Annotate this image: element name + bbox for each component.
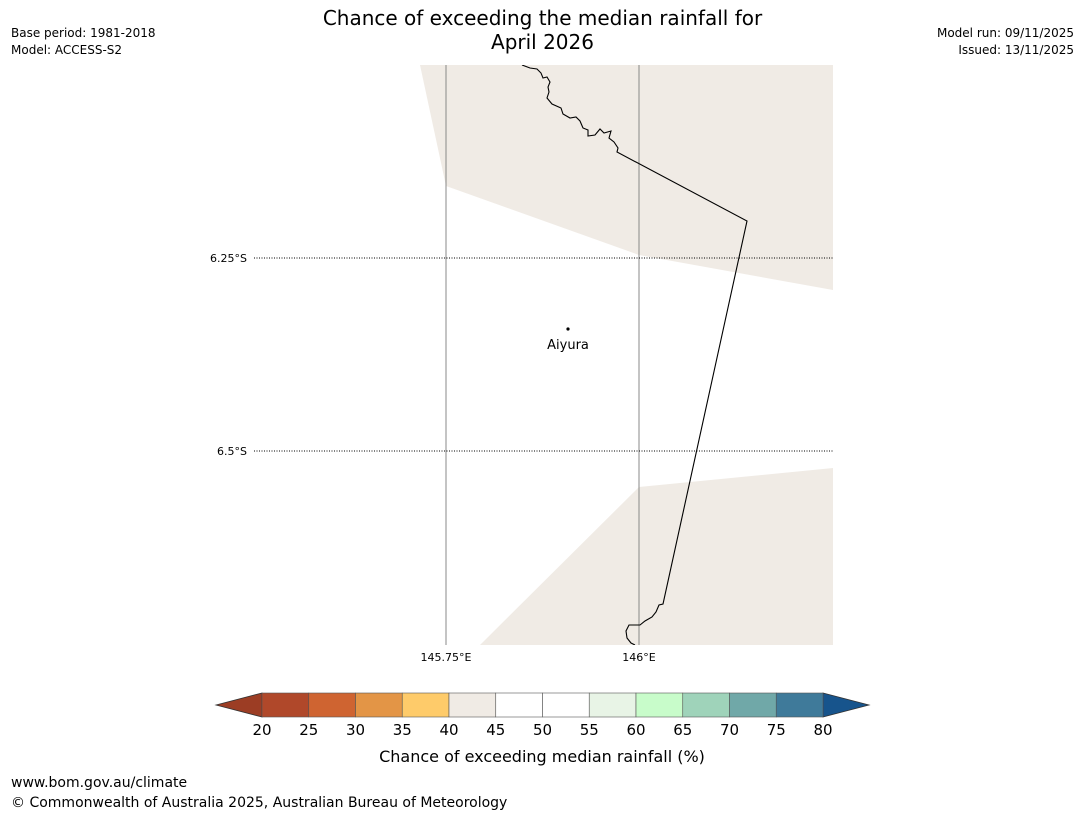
colorbar-extend-high bbox=[822, 692, 871, 718]
colorbar-segment bbox=[261, 692, 310, 718]
model-name: Model: ACCESS-S2 bbox=[11, 43, 123, 57]
colorbar-label: Chance of exceeding median rainfall (%) bbox=[379, 747, 705, 766]
meta-left: Base period: 1981-2018 Model: ACCESS-S2 bbox=[11, 25, 156, 59]
colorbar-tick-label: 40 bbox=[439, 721, 458, 739]
colorbar-segment bbox=[495, 692, 543, 718]
colorbar-tick-label: 70 bbox=[720, 721, 739, 739]
colorbar-segment bbox=[542, 692, 590, 718]
boundary-line bbox=[521, 65, 748, 645]
outlook-region-south bbox=[480, 468, 833, 645]
colorbar-segment bbox=[775, 692, 824, 718]
issued-date: Issued: 13/11/2025 bbox=[958, 43, 1074, 57]
colorbar-tick-label: 80 bbox=[813, 721, 832, 739]
footer-copyright: © Commonwealth of Australia 2025, Austra… bbox=[11, 795, 508, 811]
colorbar-segment bbox=[448, 692, 497, 718]
town-label: Aiyura bbox=[547, 338, 589, 353]
base-period: Base period: 1981-2018 bbox=[11, 26, 156, 40]
colorbar-segment bbox=[635, 692, 684, 718]
outlook-region-north bbox=[420, 65, 833, 290]
colorbar-tick-label: 35 bbox=[393, 721, 412, 739]
colorbar-tick-label: 20 bbox=[252, 721, 271, 739]
colorbar-segment bbox=[729, 692, 777, 718]
colorbar-segment bbox=[355, 692, 403, 718]
colorbar-tick-label: 30 bbox=[346, 721, 365, 739]
colorbar-tick-label: 55 bbox=[580, 721, 599, 739]
colorbar: 20 25 30 35 40 45 50 55 60 65 70 75 80 Chance of exc… bbox=[214, 692, 871, 766]
colorbar-tick-label: 45 bbox=[486, 721, 505, 739]
footer-url[interactable]: www.bom.gov.au/climate bbox=[11, 775, 188, 791]
colorbar-tick-label: 65 bbox=[673, 721, 692, 739]
colorbar-tick-label: 75 bbox=[767, 721, 786, 739]
colorbar-segment bbox=[401, 692, 450, 718]
colorbar-segment bbox=[588, 692, 637, 718]
colorbar-segment bbox=[308, 692, 356, 718]
lat-label-6-25: 6.25°S bbox=[210, 252, 247, 265]
colorbar-segment bbox=[682, 692, 730, 718]
title-line-1: Chance of exceeding the median rainfall … bbox=[322, 6, 763, 30]
meta-right: Model run: 09/11/2025 Issued: 13/11/2025 bbox=[937, 25, 1074, 59]
map-panel: Aiyura 6.25°S 6.5°S 145.75°E 146°E bbox=[210, 65, 833, 664]
colorbar-tick-label: 50 bbox=[533, 721, 552, 739]
lon-label-145-75: 145.75°E bbox=[421, 651, 472, 664]
colorbar-extend-low bbox=[214, 692, 263, 718]
lon-label-146: 146°E bbox=[622, 651, 655, 664]
colorbar-tick-label: 60 bbox=[626, 721, 645, 739]
town-marker bbox=[566, 327, 570, 331]
chart-title: Chance of exceeding the median rainfall … bbox=[0, 6, 1085, 54]
colorbar-tick-label: 25 bbox=[299, 721, 318, 739]
lat-label-6-5: 6.5°S bbox=[217, 445, 247, 458]
model-run: Model run: 09/11/2025 bbox=[936, 26, 1074, 40]
title-line-2: April 2026 bbox=[491, 30, 594, 54]
